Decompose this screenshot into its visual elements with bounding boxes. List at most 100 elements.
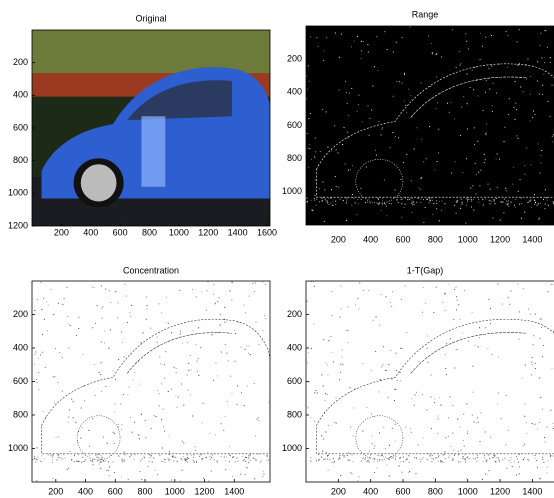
edge-dot (527, 459, 528, 460)
edge-dot (412, 198, 413, 199)
edge-dot (526, 422, 527, 423)
edge-dot (64, 298, 65, 299)
edge-dot (400, 461, 401, 462)
edge-dot (466, 205, 467, 206)
edge-dot (127, 394, 128, 395)
edge-dot (48, 454, 49, 455)
edge-dot (484, 162, 485, 163)
edge-dot (69, 409, 70, 410)
edge-dot (237, 322, 238, 323)
car-highlight (141, 116, 165, 187)
edge-dot (56, 437, 57, 438)
edge-dot (175, 395, 176, 396)
edge-dot (390, 302, 391, 303)
edge-dot (369, 451, 370, 452)
edge-dot (118, 302, 119, 303)
edge-dot (531, 362, 532, 363)
edge-dot (157, 342, 158, 343)
y-tick-label: 1000 (282, 186, 302, 196)
edge-dot (329, 459, 330, 460)
edge-dot (478, 202, 479, 203)
edge-dot (203, 403, 204, 404)
edge-dot (47, 330, 48, 331)
edge-dot (371, 370, 372, 371)
edge-dot (353, 407, 354, 408)
edge-dot (357, 36, 358, 37)
edge-dot (343, 200, 344, 201)
edge-dot (552, 368, 553, 369)
edge-dot (390, 456, 391, 457)
edge-dot (352, 454, 353, 455)
edge-dot (478, 199, 479, 200)
edge-dot (130, 316, 131, 317)
edge-dot (362, 431, 363, 432)
edge-dot (54, 376, 55, 377)
edge-dot (548, 460, 549, 461)
edge-dot (118, 455, 119, 456)
edge-dot (512, 466, 513, 467)
edge-dot (471, 207, 472, 208)
edge-dot (196, 462, 197, 463)
edge-dot (122, 461, 123, 462)
edge-dot (408, 472, 409, 473)
edge-dot (35, 462, 36, 463)
edge-dot (198, 327, 199, 328)
edge-dot (106, 470, 107, 471)
x-tick-label: 1000 (458, 486, 478, 496)
edge-dot (473, 458, 474, 459)
edge-dot (432, 214, 433, 215)
edge-dot (493, 83, 494, 84)
edge-dot (389, 445, 390, 446)
edge-dot (78, 317, 79, 318)
edge-dot (385, 448, 386, 449)
edge-dot (141, 414, 142, 415)
edge-dot (309, 81, 310, 82)
edge-dot (197, 371, 198, 372)
edge-dot (339, 458, 340, 459)
edge-dot (340, 286, 341, 287)
edge-dot (547, 467, 548, 468)
edge-dot (438, 418, 439, 419)
edge-dot (405, 204, 406, 205)
edge-dot (352, 461, 353, 462)
edge-dot (521, 197, 522, 198)
edge-dot (533, 111, 534, 112)
edge-dot (425, 207, 426, 208)
edge-dot (499, 461, 500, 462)
edge-dot (169, 436, 170, 437)
edge-dot (54, 403, 55, 404)
image (306, 26, 554, 225)
edge-dot (472, 70, 473, 71)
edge-dot (414, 149, 415, 150)
edge-dot (336, 186, 337, 187)
edge-dot (328, 374, 329, 375)
edge-dot (410, 428, 411, 429)
edge-dot (532, 364, 533, 365)
edge-dot (180, 331, 181, 332)
edge-dot (363, 457, 364, 458)
edge-dot (333, 458, 334, 459)
edge-dot (225, 460, 226, 461)
edge-dot (201, 291, 202, 292)
edge-dot (460, 65, 461, 66)
edge-dot (231, 300, 232, 301)
edge-dot (311, 348, 312, 349)
edge-dot (507, 67, 508, 68)
edge-dot (467, 200, 468, 201)
edge-dot (496, 159, 497, 160)
edge-dot (494, 456, 495, 457)
edge-dot (363, 41, 364, 42)
edge-dot (161, 419, 162, 420)
edge-dot (530, 164, 531, 165)
edge-dot (114, 404, 115, 405)
edge-dot (466, 403, 467, 404)
edge-dot (155, 470, 156, 471)
edge-dot (171, 389, 172, 390)
edge-dot (161, 312, 162, 313)
edge-dot (389, 147, 390, 148)
edge-dot (326, 37, 327, 38)
edge-dot (490, 203, 491, 204)
edge-dot (237, 404, 238, 405)
edge-dot (254, 458, 255, 459)
edge-dot (506, 31, 507, 32)
